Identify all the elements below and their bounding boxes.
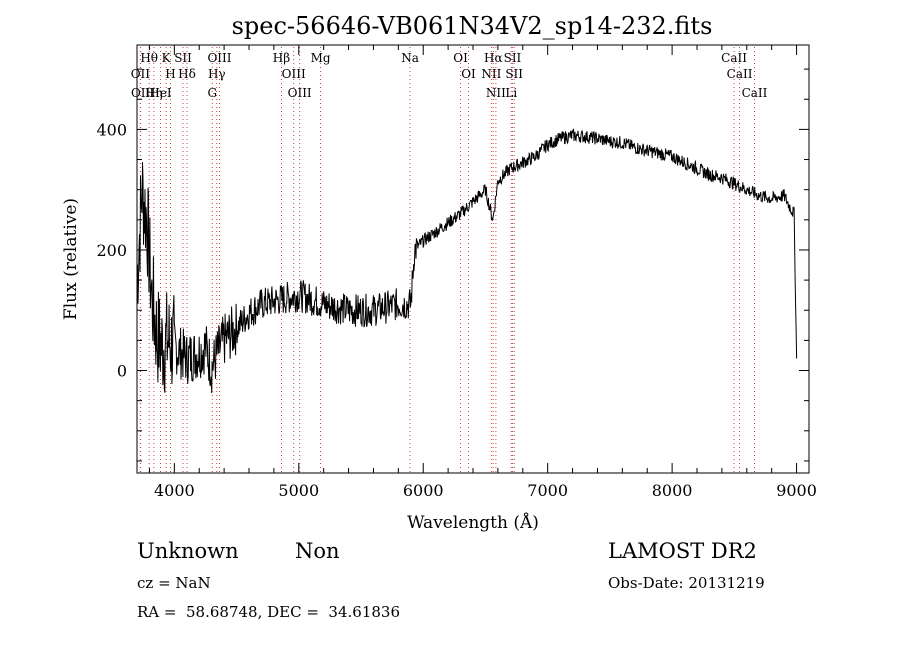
- line-marker-label: NII: [486, 86, 506, 100]
- line-marker-label: Na: [401, 51, 419, 65]
- x-tick-label: 8000: [652, 481, 693, 500]
- line-marker-label: OIII: [288, 86, 312, 100]
- x-axis-label: Wavelength (Å): [407, 512, 539, 533]
- line-marker-label: SII: [505, 67, 523, 81]
- y-tick-label: 0: [117, 362, 127, 381]
- line-marker-label: OI: [453, 51, 468, 65]
- line-marker-label: OIII: [282, 67, 306, 81]
- line-marker-label: H: [165, 67, 175, 81]
- line-marker-label: NII: [481, 67, 501, 81]
- x-tick-label: 5000: [278, 481, 319, 500]
- plot-frame: [136, 44, 810, 474]
- emission-line-markers: [139, 47, 755, 473]
- line-marker-label: Hθ: [140, 51, 158, 65]
- x-tick-label: 9000: [776, 481, 817, 500]
- line-marker-label: OI: [461, 67, 476, 81]
- line-marker-label: Hβ: [273, 51, 290, 65]
- y-tick-label: 200: [96, 241, 127, 260]
- line-marker-label: Mg: [311, 51, 331, 65]
- line-marker-label: Hδ: [178, 67, 196, 81]
- line-marker-label: K: [162, 51, 172, 65]
- line-marker-label: CaII: [727, 67, 753, 81]
- line-marker-label: SII: [174, 51, 192, 65]
- x-tick-label: 7000: [527, 481, 568, 500]
- line-marker-label: Li: [505, 86, 517, 100]
- line-marker-label: OII: [131, 86, 151, 100]
- chart-title: spec-56646-VB061N34V2_sp14-232.fits: [232, 12, 713, 40]
- line-marker-label: SII: [504, 51, 522, 65]
- y-axis-label: Flux (relative): [61, 198, 81, 320]
- line-marker-label: OIII: [207, 51, 231, 65]
- line-marker-label: CaII: [742, 86, 768, 100]
- x-tick-label: 4000: [154, 481, 195, 500]
- object-class: Unknown: [137, 539, 239, 563]
- line-marker-label: Hα: [484, 51, 503, 65]
- line-marker-label: OII: [131, 67, 151, 81]
- line-marker-label: HeI: [149, 86, 172, 100]
- line-marker-label: CaII: [721, 51, 747, 65]
- y-axis-ticks: 0 200 400: [96, 68, 809, 462]
- y-tick-label: 400: [96, 120, 127, 139]
- spectrum-line: [136, 128, 798, 394]
- x-tick-label: 6000: [403, 481, 444, 500]
- line-marker-label: G: [207, 86, 217, 100]
- line-marker-label: Hη: [145, 86, 163, 100]
- observation-date: Obs-Date: 20131219: [608, 574, 765, 592]
- x-axis-ticks: 4000 5000 6000 7000 8000 9000: [148, 45, 817, 500]
- redshift-cz: cz = NaN: [137, 574, 211, 592]
- line-marker-label: Hγ: [208, 67, 226, 81]
- coordinates: RA = 58.68748, DEC = 34.61836: [137, 603, 401, 621]
- survey-name: LAMOST DR2: [608, 539, 757, 563]
- object-subclass: Non: [295, 539, 340, 563]
